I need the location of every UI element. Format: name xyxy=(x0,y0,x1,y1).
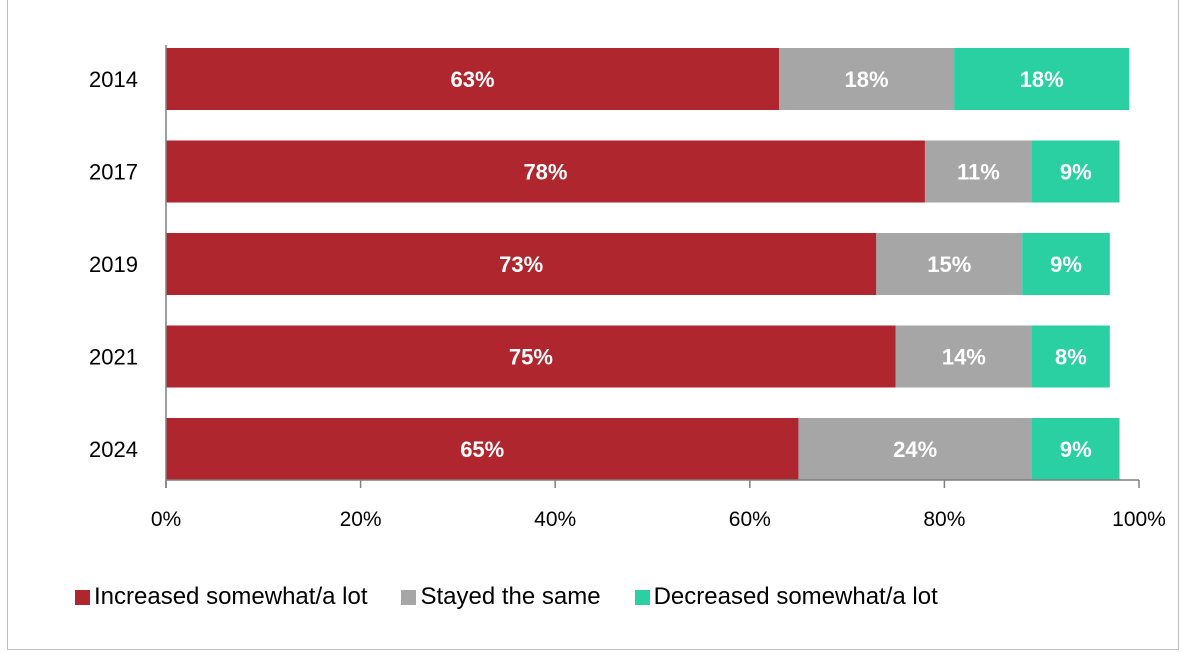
bar-2021-series-0 xyxy=(166,325,896,388)
bar-2014-series-1 xyxy=(778,48,955,110)
x-tick-label: 60% xyxy=(729,508,771,531)
x-tick-label: 40% xyxy=(534,508,576,531)
bar-value-label: 63% xyxy=(450,67,494,92)
bar-value-label: 9% xyxy=(1060,160,1092,185)
bar-2014-series-0 xyxy=(166,48,779,110)
bar-value-label: 78% xyxy=(523,160,567,185)
legend-item: Increased somewhat/a lot xyxy=(75,583,367,611)
x-tick-label: 20% xyxy=(340,508,382,531)
legend-swatch xyxy=(75,589,90,605)
x-tick-label: 100% xyxy=(1112,508,1166,531)
legend-swatch xyxy=(401,589,417,605)
bar-2019-series-2 xyxy=(1022,233,1110,295)
axes-group xyxy=(165,45,1140,488)
bar-value-label: 73% xyxy=(499,252,543,277)
bar-value-label: 14% xyxy=(942,345,986,370)
bars-group xyxy=(166,48,1130,480)
bar-value-label: 18% xyxy=(845,67,889,92)
chart-frame xyxy=(7,0,1179,650)
bar-value-label: 24% xyxy=(893,437,937,462)
bar-value-label: 65% xyxy=(460,437,504,462)
legend-label: Increased somewhat/a lot xyxy=(94,583,368,610)
x-tick-labels-group: 0% 20% 40% 60% 80% 100% xyxy=(151,508,1166,531)
bar-2024-series-0 xyxy=(166,418,799,480)
legend-label: Decreased somewhat/a lot xyxy=(653,583,938,610)
x-tick-label: 80% xyxy=(923,508,965,531)
category-labels-group: 2014 2017 2019 2021 2024 xyxy=(89,67,138,462)
bar-2017-series-0 xyxy=(166,140,925,203)
category-label: 2024 xyxy=(89,437,138,462)
category-label: 2019 xyxy=(89,252,138,277)
bar-2021-series-1 xyxy=(895,325,1032,388)
legend: Increased somewhat/a lot Stayed the same D… xyxy=(75,583,972,611)
legend-label: Stayed the same xyxy=(420,583,601,610)
legend-swatch xyxy=(634,589,650,605)
bar-value-label: 9% xyxy=(1060,437,1092,462)
category-label: 2021 xyxy=(89,345,138,370)
bar-2017-series-2 xyxy=(1031,140,1120,203)
bar-value-label: 9% xyxy=(1050,252,1082,277)
bar-2024-series-2 xyxy=(1031,418,1120,480)
bar-2017-series-1 xyxy=(924,140,1032,203)
stacked-bar-chart: 63% 18% 18% 78% 11% 9% 73% 15% 9% 75% 14% 8% 65% 24% 9… xyxy=(89,45,1166,531)
category-label: 2017 xyxy=(89,160,138,185)
legend-item: Decreased somewhat/a lot xyxy=(634,583,938,611)
bar-value-label: 11% xyxy=(957,160,1000,185)
bar-2014-series-2 xyxy=(954,48,1130,110)
legend-item: Stayed the same xyxy=(401,583,601,611)
bar-2019-series-1 xyxy=(876,233,1023,295)
bar-2019-series-0 xyxy=(166,233,877,295)
category-label: 2014 xyxy=(89,67,138,92)
bar-2024-series-1 xyxy=(798,418,1032,480)
bar-value-label: 15% xyxy=(927,252,971,277)
bar-2021-series-2 xyxy=(1031,325,1110,388)
bar-value-label: 8% xyxy=(1055,345,1087,370)
bar-value-label: 75% xyxy=(509,345,553,370)
x-tick-label: 0% xyxy=(151,508,181,531)
bar-value-label: 18% xyxy=(1020,67,1064,92)
bar-labels-group: 63% 18% 18% 78% 11% 9% 73% 15% 9% 75% 14% 8% 65% 24% 9… xyxy=(450,67,1091,462)
